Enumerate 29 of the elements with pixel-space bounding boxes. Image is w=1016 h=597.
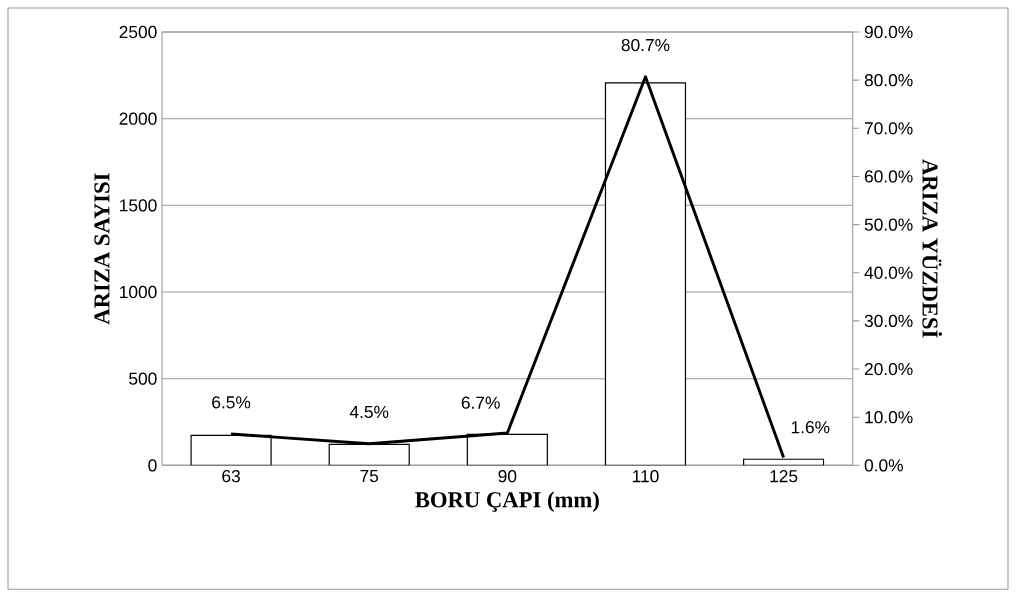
data-label: 4.5%: [349, 405, 389, 418]
y-tick-label: 2000: [119, 112, 157, 125]
data-label: 6.7%: [461, 396, 500, 409]
x-tick-label: 63: [222, 469, 240, 483]
y2-tick-label: 40.0%: [864, 266, 913, 279]
y-tick-label: 500: [129, 372, 157, 385]
y-tick-label: 0: [148, 459, 157, 472]
y2-tick-label: 80.0%: [864, 73, 913, 87]
data-label: 6.5%: [212, 396, 251, 409]
y-tick-label: 1500: [120, 199, 157, 212]
data-label: 1.6%: [791, 420, 830, 434]
x-tick-label: 110: [632, 469, 659, 483]
y2-axis-title: ARIZA YÜZDESİ: [922, 159, 942, 338]
x-axis-title: BORU ÇAPI (mm): [415, 491, 599, 512]
x-tick-label: 75: [360, 469, 379, 482]
y2-tick-label: 10.0%: [865, 410, 913, 424]
y2-tick-label: 70.0%: [864, 122, 913, 135]
y2-tick-label: 60.0%: [864, 170, 913, 183]
y2-tick-label: 90.0%: [864, 25, 913, 38]
y2-tick-label: 30.0%: [864, 314, 913, 327]
data-label: 80.7%: [621, 38, 670, 52]
y2-tick-label: 20.0%: [864, 362, 913, 376]
x-tick-label: 125: [770, 469, 798, 483]
y2-tick-label: 50.0%: [864, 218, 913, 231]
y2-tick-label: 0.0%: [864, 459, 903, 472]
y-tick-label: 2500: [119, 25, 157, 38]
y-axis-title: ARIZA SAYISI: [94, 173, 110, 325]
x-tick-label: 90: [498, 469, 517, 483]
y-tick-label: 1000: [120, 285, 157, 298]
